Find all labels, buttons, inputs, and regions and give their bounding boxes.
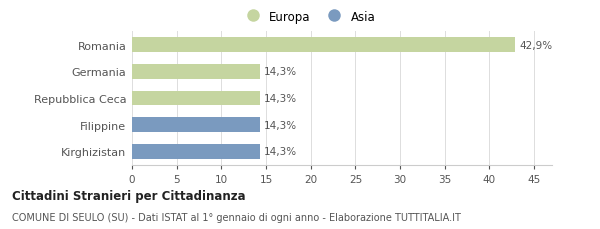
Text: 14,3%: 14,3% <box>264 93 298 104</box>
Text: Cittadini Stranieri per Cittadinanza: Cittadini Stranieri per Cittadinanza <box>12 189 245 202</box>
Bar <box>132 118 260 132</box>
Text: 42,9%: 42,9% <box>520 40 553 50</box>
Text: 14,3%: 14,3% <box>264 147 298 157</box>
Text: 14,3%: 14,3% <box>264 120 298 130</box>
Legend: Europa, Asia: Europa, Asia <box>241 11 376 24</box>
Bar <box>132 65 260 79</box>
Bar <box>132 38 515 53</box>
Bar <box>132 91 260 106</box>
Text: COMUNE DI SEULO (SU) - Dati ISTAT al 1° gennaio di ogni anno - Elaborazione TUTT: COMUNE DI SEULO (SU) - Dati ISTAT al 1° … <box>12 212 461 222</box>
Bar <box>132 144 260 159</box>
Text: 14,3%: 14,3% <box>264 67 298 77</box>
